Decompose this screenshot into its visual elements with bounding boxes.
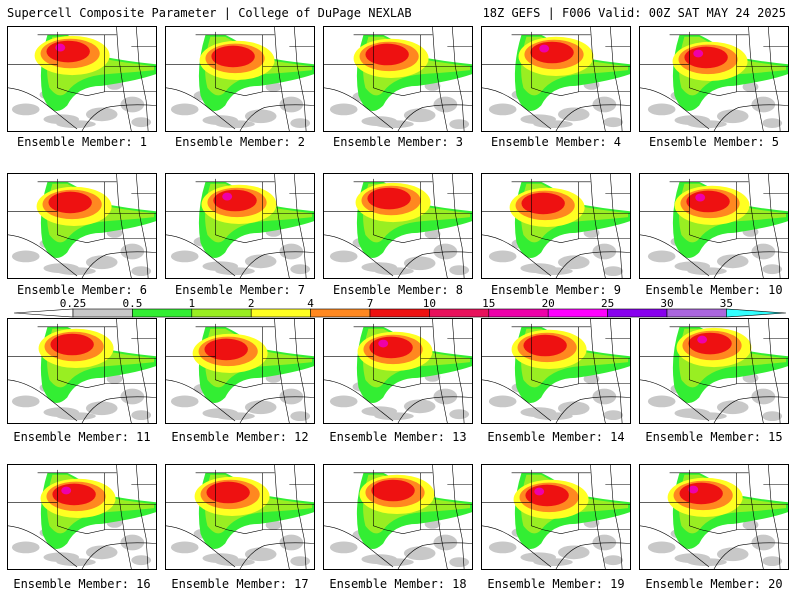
colorbar-tick-label: 0.25 bbox=[60, 297, 87, 310]
colorbar-tick-label: 1 bbox=[188, 297, 195, 310]
ensemble-member-label: Ensemble Member: 13 bbox=[329, 430, 467, 444]
chart-title: Supercell Composite Parameter | College … bbox=[7, 6, 412, 20]
ensemble-member-map bbox=[165, 464, 315, 570]
ensemble-member-label: Ensemble Member: 17 bbox=[171, 577, 309, 591]
ensemble-member-map bbox=[7, 173, 157, 279]
ensemble-member-label: Ensemble Member: 15 bbox=[645, 430, 783, 444]
ensemble-member-map bbox=[165, 318, 315, 424]
ensemble-member-label: Ensemble Member: 20 bbox=[645, 577, 783, 591]
ensemble-member-map bbox=[639, 26, 789, 132]
colorbar-segment bbox=[310, 308, 371, 318]
ensemble-member-map bbox=[323, 26, 473, 132]
ensemble-member-map bbox=[7, 318, 157, 424]
ensemble-member-label: Ensemble Member: 2 bbox=[174, 135, 306, 149]
colorbar-tick-label: 0.5 bbox=[122, 297, 142, 310]
ensemble-member-map bbox=[323, 464, 473, 570]
colorbar-segment bbox=[191, 308, 252, 318]
colorbar-below-arrow bbox=[13, 308, 74, 318]
colorbar-tick-label: 7 bbox=[367, 297, 374, 310]
colorbar-tick-label: 10 bbox=[423, 297, 436, 310]
ensemble-member-map bbox=[323, 318, 473, 424]
colorbar-segment bbox=[666, 308, 727, 318]
colorbar-tick-label: 2 bbox=[248, 297, 255, 310]
ensemble-member-map bbox=[481, 318, 631, 424]
colorbar-segment bbox=[726, 308, 787, 318]
ensemble-member-label: Ensemble Member: 1 bbox=[16, 135, 148, 149]
colorbar-tick-label: 35 bbox=[720, 297, 733, 310]
ensemble-member-label: Ensemble Member: 8 bbox=[332, 283, 464, 297]
ensemble-member-label: Ensemble Member: 3 bbox=[332, 135, 464, 149]
ensemble-member-map bbox=[481, 464, 631, 570]
colorbar-tick-label: 20 bbox=[542, 297, 555, 310]
ensemble-member-label: Ensemble Member: 11 bbox=[13, 430, 151, 444]
ensemble-member-label: Ensemble Member: 10 bbox=[645, 283, 783, 297]
ensemble-member-label: Ensemble Member: 19 bbox=[487, 577, 625, 591]
colorbar-segment bbox=[72, 308, 133, 318]
ensemble-member-label: Ensemble Member: 5 bbox=[648, 135, 780, 149]
ensemble-member-map bbox=[7, 464, 157, 570]
color-scale-legend: 0.25 0.5 1 2 4 7 10 15 20 25 30 35 bbox=[0, 296, 800, 320]
ensemble-member-map bbox=[7, 26, 157, 132]
ensemble-member-map bbox=[323, 173, 473, 279]
colorbar-tick-label: 30 bbox=[660, 297, 673, 310]
ensemble-member-map bbox=[165, 26, 315, 132]
model-run-info: 18Z GEFS | F006 Valid: 00Z SAT MAY 24 20… bbox=[482, 6, 786, 20]
ensemble-member-map bbox=[481, 173, 631, 279]
ensemble-member-map bbox=[639, 464, 789, 570]
ensemble-member-label: Ensemble Member: 7 bbox=[174, 283, 306, 297]
ensemble-member-label: Ensemble Member: 16 bbox=[13, 577, 151, 591]
colorbar-segment bbox=[369, 308, 430, 318]
colorbar-tick-label: 15 bbox=[482, 297, 495, 310]
colorbar-segment bbox=[607, 308, 668, 318]
colorbar-segment bbox=[429, 308, 490, 318]
ensemble-member-label: Ensemble Member: 6 bbox=[16, 283, 148, 297]
colorbar-tick-label: 25 bbox=[601, 297, 614, 310]
ensemble-member-map bbox=[639, 318, 789, 424]
colorbar-segment bbox=[250, 308, 311, 318]
ensemble-member-label: Ensemble Member: 18 bbox=[329, 577, 467, 591]
ensemble-member-label: Ensemble Member: 4 bbox=[490, 135, 622, 149]
colorbar-segment bbox=[547, 308, 608, 318]
ensemble-member-label: Ensemble Member: 12 bbox=[171, 430, 309, 444]
ensemble-member-label: Ensemble Member: 14 bbox=[487, 430, 625, 444]
colorbar-segment bbox=[132, 308, 193, 318]
ensemble-member-map bbox=[639, 173, 789, 279]
ensemble-member-map bbox=[481, 26, 631, 132]
colorbar-segment bbox=[488, 308, 549, 318]
ensemble-member-label: Ensemble Member: 9 bbox=[490, 283, 622, 297]
colorbar-tick-label: 4 bbox=[307, 297, 314, 310]
ensemble-member-map bbox=[165, 173, 315, 279]
